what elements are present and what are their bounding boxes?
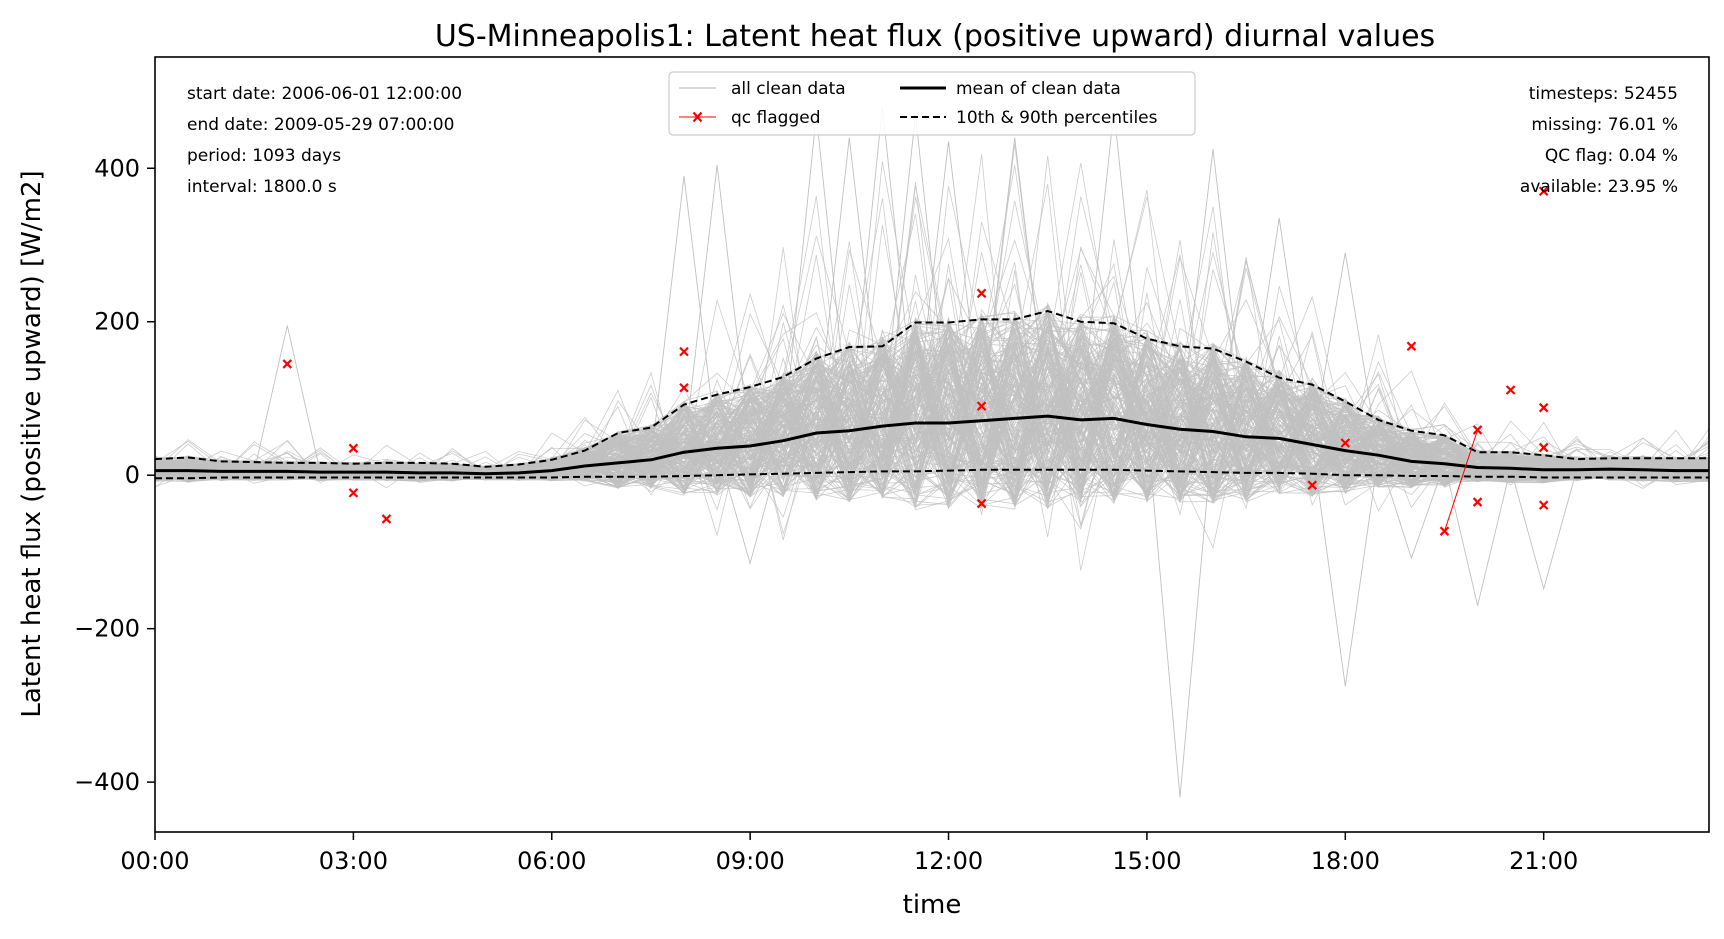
clean-data-spike bbox=[1311, 252, 1379, 456]
clean-data-line bbox=[155, 358, 1709, 495]
qc-flagged-point bbox=[348, 488, 359, 498]
info-interval: interval: 1800.0 s bbox=[187, 177, 337, 197]
clean-data-line bbox=[155, 329, 1709, 496]
legend-label-qc: qc flagged bbox=[731, 108, 821, 128]
qc-flagged-line bbox=[1444, 429, 1479, 532]
mean-line-group bbox=[155, 414, 1709, 476]
percentile-lines bbox=[155, 309, 1709, 480]
x-axis-label: time bbox=[903, 890, 962, 920]
x-tick-label: 03:00 bbox=[319, 847, 388, 875]
plot-frame bbox=[154, 56, 1710, 833]
clean-data-spike bbox=[1146, 424, 1214, 798]
clean-data-spike bbox=[981, 137, 1049, 421]
x-tick-label: 18:00 bbox=[1311, 847, 1380, 875]
legend-label-mean: mean of clean data bbox=[956, 79, 1121, 99]
info-available: available: 23.95 % bbox=[1520, 177, 1678, 197]
clean-data-spike bbox=[815, 137, 883, 434]
qc-flagged-point bbox=[348, 443, 359, 454]
legend: all clean data mean of clean data qc fla… bbox=[668, 71, 1196, 136]
info-qc-flag: QC flag: 0.04 % bbox=[1545, 146, 1678, 166]
info-start-date: start date: 2006-06-01 12:00:00 bbox=[187, 84, 462, 104]
clean-data-spike bbox=[683, 165, 751, 453]
info-left-stats: start date: 2006-06-01 12:00:00 end date… bbox=[187, 84, 462, 197]
x-tick-label: 21:00 bbox=[1509, 847, 1578, 875]
y-tick-label: 0 bbox=[125, 461, 140, 489]
clean-data-line bbox=[155, 196, 1709, 497]
info-end-date: end date: 2009-05-29 07:00:00 bbox=[187, 115, 454, 135]
legend-swatch-qc bbox=[679, 111, 716, 123]
chart-title: US-Minneapolis1: Latent heat flux (posit… bbox=[435, 19, 1435, 54]
clean-data-spike bbox=[1510, 468, 1578, 591]
qc-flagged-point bbox=[1538, 402, 1549, 413]
qc-flagged-point bbox=[679, 346, 689, 357]
qc-flagged-point bbox=[1406, 341, 1417, 352]
info-timesteps: timesteps: 52455 bbox=[1529, 84, 1678, 104]
y-tick-label: 200 bbox=[94, 308, 140, 336]
x-tick-label: 06:00 bbox=[517, 847, 586, 875]
y-tick-label: −200 bbox=[74, 615, 140, 643]
clean-data-spike bbox=[716, 440, 784, 566]
y-tick-label: −400 bbox=[74, 768, 140, 796]
clean-data-spike bbox=[1179, 149, 1247, 437]
mean-line bbox=[155, 414, 1709, 476]
qc-flagged-point bbox=[976, 288, 987, 299]
clean-data-lines bbox=[155, 106, 1709, 798]
qc-flagged-point bbox=[1505, 385, 1516, 395]
clean-data-spike bbox=[253, 325, 321, 473]
qc-flagged-point bbox=[1538, 500, 1549, 510]
clean-data-spike bbox=[915, 141, 983, 424]
x-tick-label: 09:00 bbox=[716, 847, 785, 875]
x-tick-label: 15:00 bbox=[1112, 847, 1181, 875]
info-period: period: 1093 days bbox=[187, 146, 341, 166]
percentile-10-line bbox=[155, 468, 1709, 480]
y-axis: −400 −200 0 200 400 bbox=[74, 154, 155, 796]
clean-data-line bbox=[155, 320, 1709, 509]
x-tick-label: 12:00 bbox=[914, 847, 983, 875]
legend-box bbox=[668, 71, 1196, 136]
clean-data-spike bbox=[1245, 218, 1313, 445]
qc-flagged-point bbox=[1538, 186, 1549, 197]
qc-flagged-point bbox=[976, 498, 987, 509]
info-missing: missing: 76.01 % bbox=[1531, 115, 1678, 135]
qc-flagged-point bbox=[282, 359, 293, 369]
qc-flagged-point bbox=[1439, 526, 1450, 536]
qc-flagged-point bbox=[1472, 497, 1483, 507]
clean-data-spike bbox=[650, 175, 718, 460]
qc-flagged-point bbox=[1307, 480, 1318, 490]
clean-data-spike bbox=[1444, 463, 1512, 606]
qc-flagged-point bbox=[1340, 438, 1351, 448]
legend-label-clean: all clean data bbox=[731, 79, 846, 99]
x-axis: 00:00 03:00 06:00 09:00 12:00 15:00 18:00 21:00 bbox=[120, 832, 1578, 875]
qc-flagged-group bbox=[282, 186, 1549, 536]
x-tick-label: 00:00 bbox=[120, 847, 189, 875]
clean-data-spike bbox=[1377, 455, 1445, 560]
y-tick-label: 400 bbox=[94, 154, 140, 182]
legend-label-percentile: 10th & 90th percentiles bbox=[956, 108, 1158, 128]
qc-flagged-point bbox=[679, 382, 689, 393]
qc-flagged-point bbox=[1538, 442, 1549, 453]
y-axis-label: Latent heat flux (positive upward) [W/m2… bbox=[17, 170, 47, 717]
clean-data-spike bbox=[1311, 444, 1379, 687]
qc-flagged-point bbox=[1472, 425, 1483, 435]
qc-flagged-point bbox=[976, 401, 987, 411]
qc-flagged-point bbox=[381, 514, 392, 524]
plot-area bbox=[155, 106, 1709, 798]
percentile-90-line bbox=[155, 309, 1709, 468]
clean-data-line bbox=[155, 351, 1709, 510]
info-right-stats: timesteps: 52455 missing: 76.01 % QC fla… bbox=[1520, 84, 1678, 197]
